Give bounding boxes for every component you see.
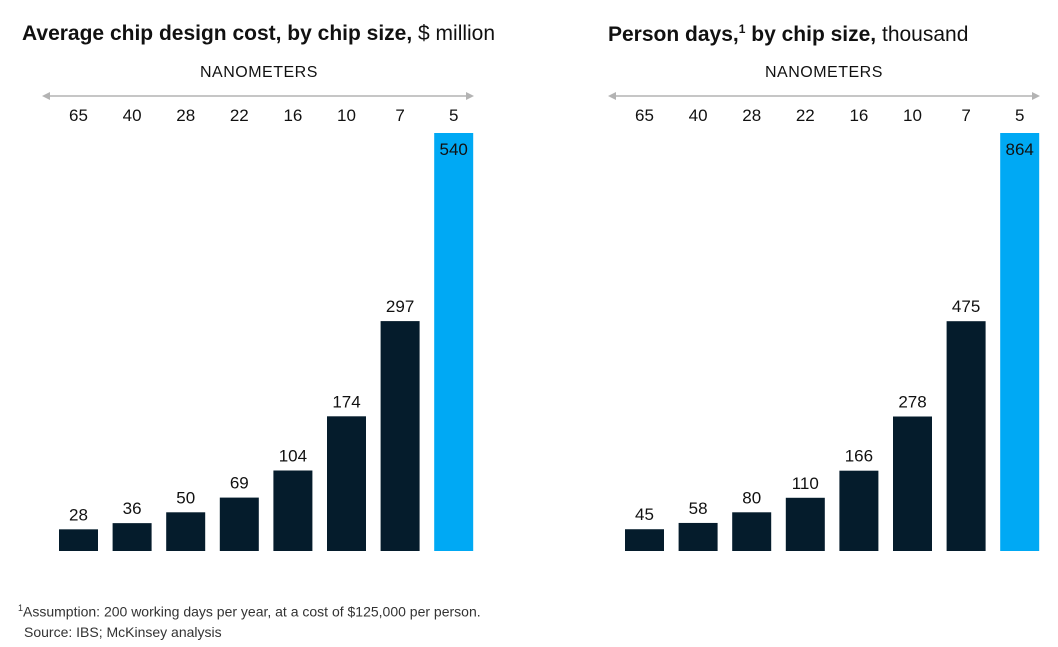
data-label: 166 [845,447,873,466]
x-tick-label: 7 [961,106,970,125]
chart-title-person-days-main: Person days, [608,23,739,46]
data-label: 278 [898,393,926,412]
data-label: 174 [332,392,360,411]
bar-chart-person-days: 65 45 40 58 28 80 22 110 16 166 10 278 7 475 5 864 [608,92,1040,551]
x-tick-label: 65 [635,106,654,125]
chart-title-cost: Average chip design cost, by chip size, … [22,22,495,46]
x-tick-label: 7 [395,106,404,125]
x-tick-label: 10 [337,106,356,125]
bar [112,523,152,551]
data-label: 864 [1006,140,1034,159]
footnote: 1Assumption: 200 working days per year, … [18,598,481,642]
data-label: 45 [635,505,654,524]
data-label: 50 [176,488,195,507]
bar [434,133,474,551]
x-tick-label: 5 [1015,106,1024,125]
bar [678,522,718,551]
bar [273,470,313,551]
bar [327,416,366,551]
bar [946,321,986,551]
bar [839,470,879,551]
data-label: 540 [440,140,468,159]
chart-title-cost-unit: $ million [418,22,496,45]
x-axis-label-cost: NANOMETERS [200,64,318,81]
bar-chart-cost: 65 28 40 36 28 50 22 69 16 104 10 174 7 297 5 540 [42,92,474,551]
x-tick-label: 28 [742,106,761,125]
x-axis-label-person-days: NANOMETERS [765,64,883,81]
data-label: 58 [689,499,708,518]
x-tick-label: 28 [176,106,195,125]
footnote-marker: 1 [18,603,24,613]
x-tick-label: 16 [283,106,302,125]
axis-arrow-right-icon [1032,92,1040,100]
bar [625,529,664,551]
chart-title-cost-main: Average chip design cost, by chip size, [22,22,413,45]
data-label: 36 [123,499,142,518]
bar [59,529,98,551]
x-tick-label: 5 [449,106,458,125]
data-label: 104 [279,446,307,465]
data-label: 80 [742,488,761,507]
chart-title-person-days-unit: thousand [881,23,969,46]
x-tick-label: 10 [903,106,922,125]
bar [380,321,420,551]
axis-arrow-right-icon [466,92,474,100]
bar [893,416,932,551]
footnote-text: Assumption: 200 working days per year, a… [23,603,481,620]
axis-arrow-left-icon [608,92,616,100]
x-tick-label: 40 [689,106,708,125]
data-label: 110 [792,474,819,493]
bar [166,512,206,551]
bar [732,512,772,551]
chart-title-person-days-rest: by chip size, [751,23,877,46]
data-label: 28 [69,505,88,524]
chart-panel-person-days: Person days,1 by chip size, thousand NAN… [566,0,1058,580]
x-tick-label: 40 [123,106,142,125]
x-tick-label: 22 [230,106,249,125]
chart-panel-cost: Average chip design cost, by chip size, … [0,0,520,580]
footnote-assumption: 1Assumption: 200 working days per year, … [18,598,481,622]
footnote-marker-title: 1 [738,22,746,36]
chart-title-person-days: Person days,1 by chip size, thousand [608,22,968,47]
bar [1000,133,1040,551]
data-label: 69 [230,474,249,493]
x-tick-label: 65 [69,106,88,125]
bar [785,497,825,551]
axis-arrow-left-icon [42,92,50,100]
bar [219,497,259,551]
data-label: 297 [386,297,414,316]
data-label: 475 [952,297,980,316]
x-tick-label: 22 [796,106,815,125]
footnote-source: Source: IBS; McKinsey analysis [24,623,222,640]
x-tick-label: 16 [849,106,868,125]
